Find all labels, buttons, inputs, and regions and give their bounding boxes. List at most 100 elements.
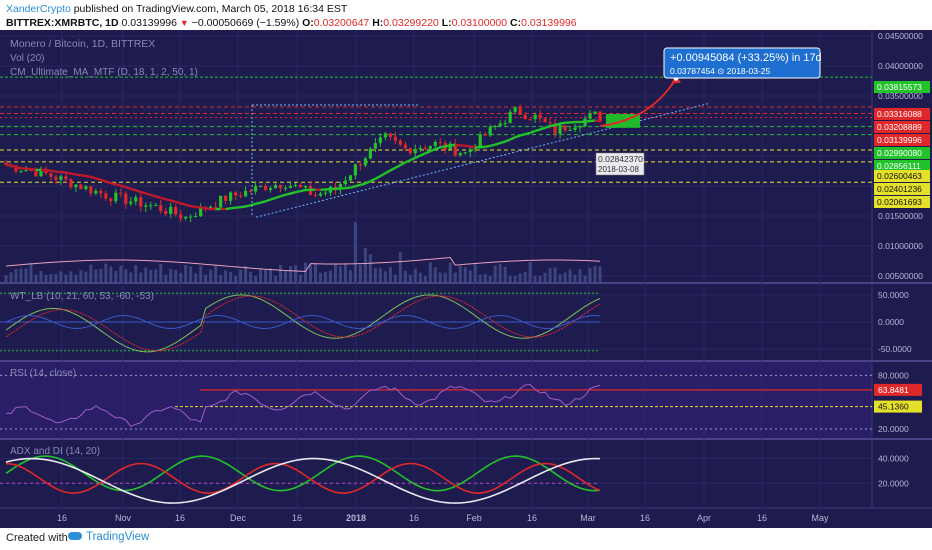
- ma-segment: [389, 166, 396, 172]
- volume-bar: [388, 267, 392, 282]
- candle-body: [433, 141, 437, 146]
- ma-segment: [205, 207, 211, 211]
- volume-bar: [348, 270, 352, 282]
- ma-segment: [50, 169, 57, 173]
- volume-bar: [199, 265, 203, 282]
- candle-body: [448, 143, 452, 150]
- x-tick-label: 16: [757, 513, 767, 523]
- ma-segment: [120, 184, 127, 189]
- candle-body: [538, 114, 542, 119]
- price-level-value: 0.03208889: [877, 122, 922, 132]
- ma-segment: [60, 170, 67, 174]
- price-level-tag: [874, 183, 930, 195]
- candle-body: [184, 216, 188, 219]
- candle-body: [253, 186, 258, 192]
- volume-bar: [79, 270, 83, 282]
- ma-segment: [145, 192, 152, 197]
- volume-bar: [428, 262, 432, 282]
- volume-bar: [483, 274, 487, 282]
- volume-bar: [493, 265, 497, 282]
- ma-segment: [499, 140, 506, 145]
- price-level-tag: [874, 196, 930, 208]
- price-level-tag: [874, 121, 930, 133]
- volume-bar: [124, 269, 128, 282]
- ma-segment: [544, 124, 551, 129]
- candle-body: [473, 148, 477, 150]
- candle-body: [383, 133, 387, 138]
- change-down-icon: ▼: [179, 18, 189, 28]
- tradingview-link[interactable]: TradingView: [68, 531, 149, 543]
- price-level-value: 0.02061693: [877, 197, 922, 207]
- projection-callout[interactable]: +0.00945084 (+33.25%) in 17d 0.03787454 …: [663, 47, 822, 79]
- footer: Created with TradingView: [0, 528, 932, 550]
- volume-bar: [508, 275, 512, 282]
- volume-bar: [423, 275, 427, 282]
- y-tick-label: 0.04000000: [878, 61, 923, 71]
- volume-bar: [44, 274, 48, 282]
- legend-vol: Vol (20): [10, 53, 44, 64]
- pivot-label: 0.02842370 2018-03-08: [595, 152, 645, 176]
- candle-body: [508, 111, 512, 124]
- chart-area[interactable]: 16 Nov 16 Dec 16 2018 16 Feb 16 Mar 16 Apr 16 May 0.04…: [0, 30, 932, 528]
- ma-segment: [115, 183, 122, 187]
- ma-segment: [275, 195, 281, 200]
- volume-bar: [264, 269, 268, 282]
- candle-body: [563, 125, 567, 131]
- candle-body: [313, 194, 318, 196]
- ma-segment: [135, 189, 142, 194]
- volume-bar: [104, 263, 108, 282]
- candle-body: [373, 143, 377, 149]
- candle-body: [378, 137, 382, 144]
- ma-segment: [494, 141, 501, 146]
- rsi-line: [5, 383, 601, 427]
- volume-bar: [204, 274, 208, 282]
- adx-minus-di: [5, 462, 601, 494]
- ma-segment: [589, 119, 596, 123]
- volume-bar: [593, 266, 597, 282]
- ma-segment: [65, 171, 72, 175]
- ma-segment: [394, 164, 401, 169]
- wt-line2: [5, 295, 601, 352]
- candle-body: [169, 206, 173, 214]
- ma-segment: [200, 206, 206, 210]
- candle-body: [49, 173, 53, 177]
- rsi-title: RSI (14, close): [10, 368, 76, 379]
- ma-segment: [175, 200, 182, 205]
- ma-segment: [519, 133, 526, 137]
- volume-bar: [583, 275, 587, 282]
- candle-body: [398, 140, 402, 145]
- volume-bar: [69, 271, 73, 282]
- ma-segment: [355, 183, 361, 188]
- volume-bar: [313, 262, 317, 282]
- ma-segment: [399, 161, 406, 167]
- volume-bar: [358, 264, 362, 282]
- volume-bar: [174, 270, 178, 282]
- ma-segment: [85, 174, 92, 179]
- volume-bar: [299, 274, 303, 282]
- ma-segment: [230, 206, 236, 210]
- volume-bar: [373, 267, 377, 282]
- y-tick-label: 0.03500000: [878, 91, 923, 101]
- y-tick-label: 0.01000000: [878, 241, 923, 251]
- chart-svg[interactable]: 16 Nov 16 Dec 16 2018 16 Feb 16 Mar 16 Apr 16 May 0.04…: [0, 30, 932, 528]
- volume-bar: [523, 271, 527, 282]
- y-tick-label: 20.0000: [878, 424, 909, 434]
- close-value: 0.03139996: [521, 17, 577, 29]
- candle-body: [523, 115, 527, 120]
- volume-bar: [558, 274, 562, 282]
- candle-body: [428, 145, 432, 149]
- high-label: H:: [372, 17, 384, 29]
- ma-segment: [260, 200, 266, 204]
- volume-bar: [4, 275, 8, 282]
- volume-bar: [548, 268, 552, 282]
- ma-segment: [429, 147, 436, 153]
- author-link[interactable]: XanderCrypto: [6, 3, 71, 15]
- volume-bar: [219, 275, 223, 282]
- volume-bar: [54, 273, 58, 282]
- volume-bar: [29, 262, 33, 282]
- x-tick-label: 16: [527, 513, 537, 523]
- candle-body: [573, 127, 577, 130]
- volume-bar: [144, 267, 148, 282]
- x-tick-label: Nov: [115, 513, 132, 523]
- volume-bar: [468, 270, 472, 282]
